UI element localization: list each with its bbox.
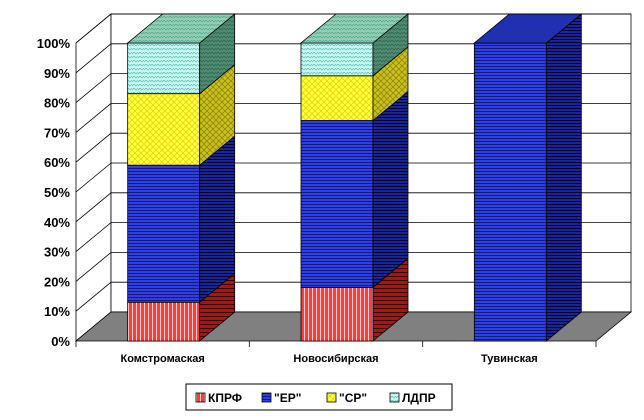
legend-item-sr: "СР" <box>326 391 367 405</box>
legend-item-ldpr: ЛДПР <box>389 391 436 405</box>
bar-front <box>300 286 374 342</box>
bar-er-0 <box>127 135 236 304</box>
category-label: Новосибирская <box>293 353 378 365</box>
legend-swatch <box>195 392 206 403</box>
legend-swatch <box>389 392 400 403</box>
bar-ldpr-1 <box>299 13 410 77</box>
bar-front <box>127 93 201 166</box>
y-tick-label: 30% <box>44 245 70 260</box>
bar-front <box>127 164 201 303</box>
bar-side <box>545 13 582 342</box>
bar-side <box>372 90 409 289</box>
y-tick-label: 60% <box>44 155 70 170</box>
gridline <box>75 132 631 163</box>
bar-top <box>126 13 236 44</box>
gridline <box>75 43 631 74</box>
y-tick-label: 90% <box>44 66 70 81</box>
bar-front <box>127 301 201 342</box>
bars <box>126 13 583 342</box>
gridline <box>75 73 631 103</box>
y-tick-label: 0% <box>51 334 70 349</box>
bar-top <box>473 13 583 44</box>
legend-swatch <box>326 392 337 403</box>
bar-front <box>300 75 374 121</box>
legend-label: КПРФ <box>208 391 242 405</box>
y-tick-label: 50% <box>44 185 70 200</box>
gridlines <box>75 13 631 342</box>
legend-label: "СР" <box>339 391 367 405</box>
bar-er-2 <box>473 13 583 342</box>
gridline <box>75 192 631 223</box>
y-tick-label: 10% <box>44 304 70 319</box>
y-tick-label: 20% <box>44 274 70 289</box>
legend-item-kprf: КПРФ <box>195 391 242 405</box>
bar-sr-1 <box>300 45 409 122</box>
legend-box <box>185 383 453 411</box>
gridline <box>75 222 631 252</box>
gridline <box>75 13 631 44</box>
y-tick-label: 100% <box>37 36 71 51</box>
gridline <box>75 103 631 133</box>
gridline <box>75 251 631 282</box>
bar-front <box>300 120 374 288</box>
y-axis-ticks: 0% 10% 20% 30% 40% 50% 60% 70% 80% 90% 100% <box>37 36 71 349</box>
y-tick-label: 70% <box>44 125 70 140</box>
y-tick-label: 40% <box>44 215 70 230</box>
legend-label: "ЕР" <box>274 391 301 405</box>
bar-front <box>127 42 201 95</box>
legend: КПРФ "ЕР" "СР" ЛДПР <box>185 383 453 411</box>
bar-ldpr-0 <box>126 13 236 95</box>
gridline <box>75 281 631 312</box>
legend-swatch <box>261 392 272 403</box>
bar-top <box>299 13 410 44</box>
legend-item-er: "ЕР" <box>261 391 301 405</box>
x-axis-labels: Комстромаская Новосибирская Тувинская <box>75 341 597 365</box>
bar-front <box>300 42 374 77</box>
bar-front <box>473 42 547 342</box>
category-label: Комстромаская <box>120 353 204 365</box>
category-label: Тувинская <box>481 353 538 365</box>
bar-kprf-1 <box>300 257 409 342</box>
legend-label: ЛДПР <box>402 391 436 405</box>
gridline <box>75 162 631 193</box>
y-tick-label: 80% <box>44 96 70 111</box>
